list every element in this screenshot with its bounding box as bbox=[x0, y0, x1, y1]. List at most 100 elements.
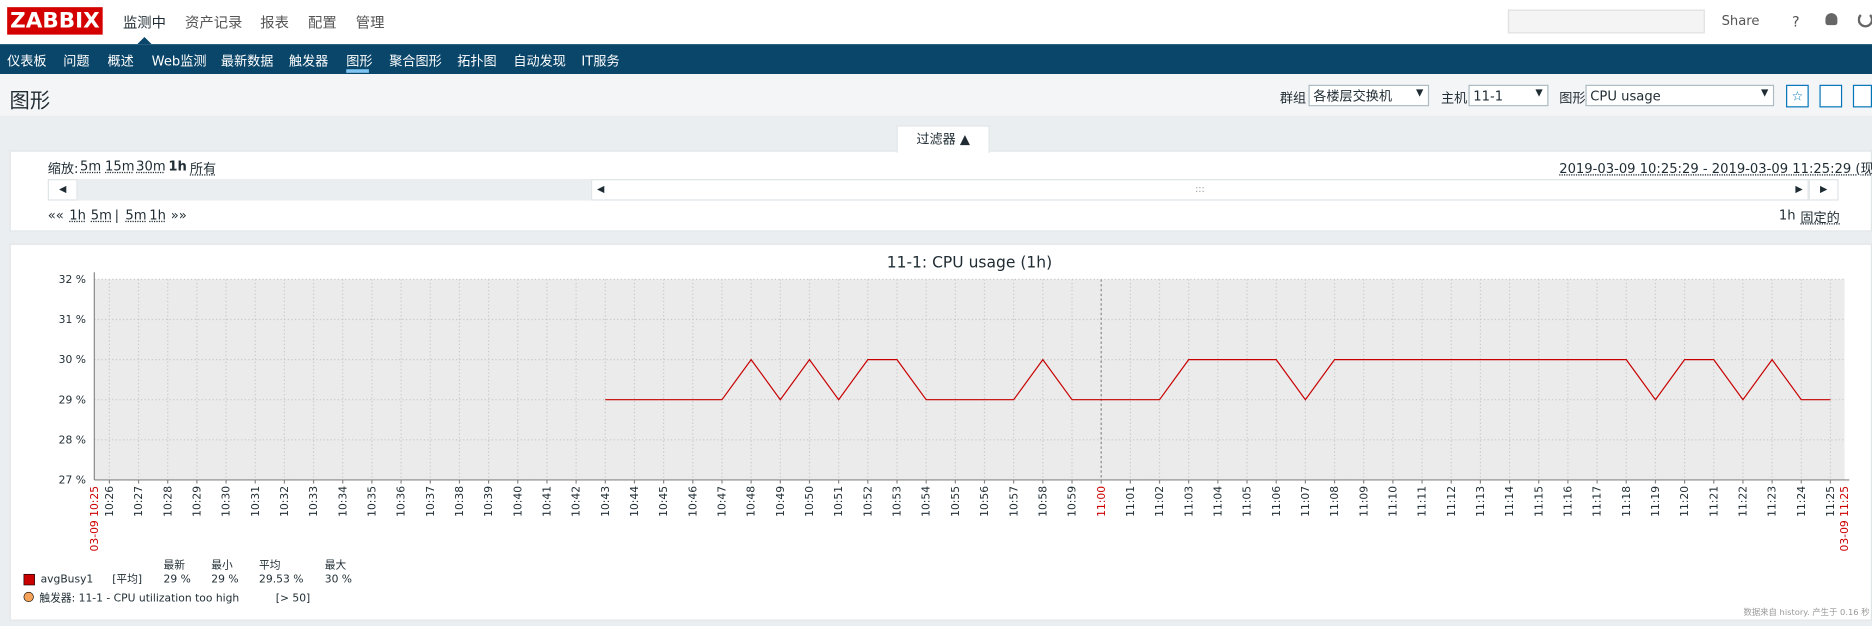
legend-stat: 29 % bbox=[211, 573, 238, 586]
x-tick-label: 10:32 bbox=[278, 486, 291, 517]
y-tick-label: 28 % bbox=[59, 433, 86, 446]
x-tick-label: 10:47 bbox=[716, 486, 729, 517]
filter-tab[interactable]: 过滤器 ▲ bbox=[896, 125, 990, 153]
search-box[interactable] bbox=[1507, 9, 1705, 34]
menu-item[interactable]: 资产记录 bbox=[185, 14, 243, 32]
logout-icon[interactable] bbox=[1857, 11, 1872, 28]
x-tick-label: 10:36 bbox=[395, 486, 408, 517]
nav-link: | bbox=[114, 207, 120, 224]
legend-stat: 30 % bbox=[325, 573, 352, 586]
x-tick-label: 10:34 bbox=[336, 486, 349, 517]
sub-nav-item[interactable]: IT服务 bbox=[581, 53, 620, 70]
zoom-label: 缩放: bbox=[47, 161, 79, 177]
x-tick-label: 10:52 bbox=[861, 486, 874, 517]
timeline-right[interactable]: ▶ bbox=[1808, 179, 1839, 201]
x-tick-label: 10:55 bbox=[949, 486, 962, 517]
sub-nav-item[interactable]: 拓扑图 bbox=[457, 53, 497, 70]
sub-nav-item[interactable]: Web监测 bbox=[151, 53, 207, 70]
nav-link[interactable]: 5m bbox=[90, 207, 112, 224]
zoom-link[interactable]: 5m bbox=[79, 158, 102, 175]
x-tick-label: 10:40 bbox=[511, 486, 524, 517]
menu-item[interactable]: 配置 bbox=[308, 14, 337, 32]
x-tick-label: 10:37 bbox=[424, 486, 437, 517]
x-tick-label: 11:05 bbox=[1241, 486, 1254, 517]
chart-title: 11-1: CPU usage (1h) bbox=[887, 253, 1052, 271]
trigger-threshold: [> 50] bbox=[276, 592, 310, 605]
sub-nav-item[interactable]: 图形 bbox=[346, 53, 373, 70]
select-arrow: ▼ bbox=[1760, 87, 1769, 98]
help-link[interactable]: ? bbox=[1792, 13, 1800, 30]
nav-link[interactable]: 5m bbox=[125, 207, 147, 224]
share-link[interactable]: Share bbox=[1721, 13, 1760, 29]
x-tick-label: 10:26 bbox=[103, 486, 116, 517]
x-tick-label: 10:28 bbox=[161, 486, 174, 517]
zoom-link[interactable]: 30m bbox=[136, 158, 166, 175]
legend-swatch bbox=[23, 573, 35, 586]
x-tick-label: 11:15 bbox=[1532, 486, 1545, 517]
menu-item[interactable]: 管理 bbox=[355, 14, 385, 32]
sub-nav-item[interactable]: 问题 bbox=[63, 53, 90, 70]
refresh-button[interactable] bbox=[1819, 84, 1843, 108]
star: ☆ bbox=[1786, 84, 1809, 108]
logo[interactable]: ZABBIX bbox=[7, 7, 103, 35]
sub-nav-item[interactable]: 触发器 bbox=[288, 53, 329, 70]
user-icon[interactable] bbox=[1825, 13, 1838, 26]
zoom-link[interactable]: 15m bbox=[105, 158, 135, 175]
x-tick-label: 10:30 bbox=[220, 486, 233, 517]
sub-nav-item[interactable]: 自动发现 bbox=[513, 53, 566, 70]
legend-column: 最新 bbox=[164, 558, 186, 571]
time-range[interactable]: 2019-03-09 10:25:29 - 2019-03-09 11:25:2… bbox=[1559, 161, 1872, 177]
x-tick-label: 11:09 bbox=[1357, 486, 1370, 517]
filter-select[interactable]: 11-1 bbox=[1468, 84, 1549, 107]
series-line bbox=[605, 358, 1831, 401]
fullscreen-button[interactable] bbox=[1852, 84, 1872, 108]
x-tick-label: 10:45 bbox=[657, 486, 670, 517]
x-tick-label: 10:53 bbox=[891, 486, 904, 517]
favorite-button[interactable]: ☆ bbox=[1786, 84, 1809, 108]
x-tick-label: 11:16 bbox=[1561, 486, 1574, 517]
x-tick-label: 10:56 bbox=[978, 486, 991, 517]
x-tick-label: 11:06 bbox=[1270, 486, 1283, 517]
trigger-label: 触发器: 11-1 - CPU utilization too high bbox=[39, 592, 239, 605]
menu-item[interactable]: 监测中 bbox=[122, 14, 166, 32]
sub-nav bbox=[0, 44, 1872, 75]
legend-name: avgBusy1 bbox=[41, 573, 94, 586]
filter-select[interactable]: 各楼层交换机 bbox=[1308, 84, 1430, 107]
sub-nav-item[interactable]: 聚合图形 bbox=[389, 53, 442, 70]
x-tick-label: 11:17 bbox=[1591, 486, 1604, 517]
x-tick-label: 10:44 bbox=[628, 486, 641, 517]
nav-link[interactable]: 1h bbox=[149, 207, 166, 224]
legend-column: 最大 bbox=[325, 558, 347, 571]
x-tick-label: 11:14 bbox=[1503, 486, 1516, 517]
sub-nav-item[interactable]: 概述 bbox=[107, 53, 134, 70]
nav-link[interactable]: »» bbox=[170, 207, 187, 224]
timeline-selection[interactable]: ◀::: ▶ bbox=[590, 179, 1809, 201]
graph-footer: 数据来自 history. 产生于 0.16 秒 bbox=[1744, 607, 1870, 617]
x-tick-label: 10:42 bbox=[570, 486, 583, 517]
x-tick-label: 11:21 bbox=[1707, 486, 1720, 517]
x-edge-label: 03-09 10:25 bbox=[88, 486, 101, 552]
sub-nav-item[interactable]: 仪表板 bbox=[7, 53, 47, 70]
nav-link[interactable]: «« bbox=[47, 207, 64, 224]
zoom-link[interactable]: 1h bbox=[168, 158, 187, 175]
x-tick-label: 11:00 bbox=[1095, 486, 1108, 517]
legend-column: 平均 bbox=[259, 558, 280, 571]
x-tick-label: 10:33 bbox=[307, 486, 320, 517]
y-tick-label: 30 % bbox=[59, 353, 86, 366]
timeline-left[interactable]: ◀ bbox=[47, 179, 78, 201]
x-tick-label: 11:19 bbox=[1649, 486, 1662, 517]
x-tick-label: 11:18 bbox=[1620, 486, 1633, 517]
filter-select[interactable]: CPU usage bbox=[1585, 84, 1775, 107]
menu-item[interactable]: 报表 bbox=[260, 14, 289, 32]
sub-nav-item[interactable]: 最新数据 bbox=[220, 53, 274, 70]
fixed-toggle[interactable]: 固定的 bbox=[1800, 210, 1840, 226]
x-tick-label: 10:46 bbox=[686, 486, 699, 517]
nav-link[interactable]: 1h bbox=[69, 207, 86, 224]
x-tick-label: 11:22 bbox=[1737, 486, 1750, 517]
zoom-link[interactable]: 所有 bbox=[189, 161, 217, 177]
x-tick-label: 10:39 bbox=[482, 486, 495, 517]
x-tick-label: 10:38 bbox=[453, 486, 466, 517]
x-tick-label: 10:41 bbox=[541, 486, 554, 517]
filter-label: 群组 bbox=[1279, 90, 1307, 107]
